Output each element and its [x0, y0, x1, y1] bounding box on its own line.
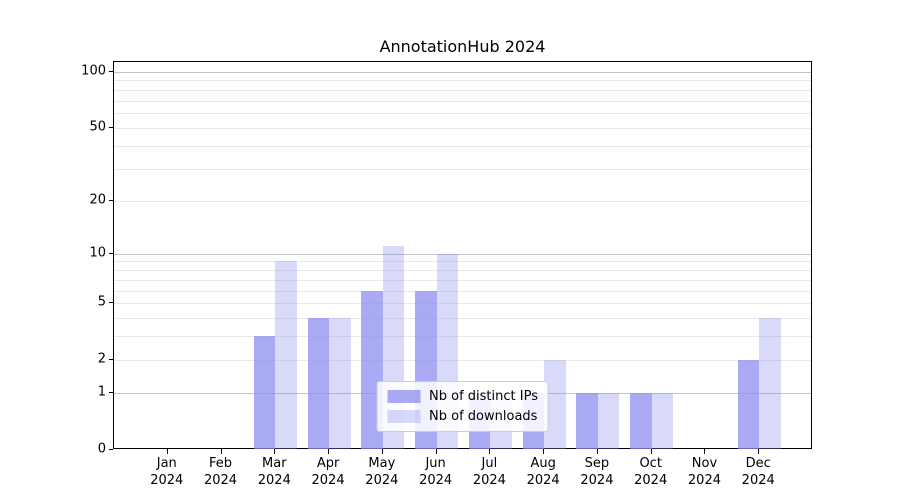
x-tick-mark	[596, 449, 598, 454]
minor-gridline	[114, 318, 811, 320]
x-tick-label: Jun 2024	[419, 456, 453, 488]
x-tick-mark	[328, 449, 330, 454]
x-tick-label: Jan 2024	[150, 456, 184, 488]
bar-sep-downloads	[597, 393, 620, 449]
y-tick-label: 100	[81, 63, 106, 79]
minor-gridline	[114, 303, 811, 305]
minor-gridline	[114, 261, 811, 263]
x-tick-mark	[220, 449, 222, 454]
minor-gridline	[114, 290, 811, 292]
legend-label-distinct-ips: Nb of distinct IPs	[429, 389, 538, 404]
minor-gridline	[114, 89, 811, 91]
x-tick-label: Aug 2024	[526, 456, 560, 488]
legend: Nb of distinct IPs Nb of downloads	[376, 381, 549, 432]
y-tick-mark	[109, 70, 113, 72]
bar-oct-downloads	[651, 393, 674, 449]
legend-swatch-downloads	[387, 410, 421, 423]
bar-oct-distinct-ips	[630, 393, 652, 449]
minor-gridline	[114, 200, 811, 202]
y-tick-label: 50	[89, 119, 106, 135]
bar-aug-downloads	[544, 359, 566, 449]
minor-gridline	[114, 100, 811, 102]
plot-area: Nb of distinct IPs Nb of downloads	[113, 61, 812, 449]
y-tick-label: 20	[89, 192, 106, 208]
x-tick-mark	[166, 449, 168, 454]
y-tick-label: 5	[97, 294, 106, 310]
chart-title: AnnotationHub 2024	[379, 37, 546, 56]
x-tick-label: Jul 2024	[472, 456, 506, 488]
bar-sep-distinct-ips	[576, 393, 598, 449]
bar-apr-distinct-ips	[307, 318, 330, 449]
y-tick-label: 0	[97, 441, 106, 457]
y-tick-label: 2	[97, 351, 106, 367]
x-tick-label: Nov 2024	[687, 456, 721, 488]
minor-gridline	[114, 145, 811, 147]
y-tick-mark	[109, 252, 113, 254]
y-tick-mark	[109, 126, 113, 128]
legend-swatch-distinct-ips	[387, 390, 421, 403]
x-tick-mark	[381, 449, 383, 454]
bar-dec-distinct-ips	[737, 359, 760, 449]
x-tick-label: Sep 2024	[580, 456, 614, 488]
x-tick-label: Oct 2024	[634, 456, 668, 488]
major-gridline	[114, 253, 811, 255]
x-tick-mark	[489, 449, 491, 454]
x-tick-mark	[274, 449, 276, 454]
y-tick-label: 1	[97, 384, 106, 400]
minor-gridline	[114, 269, 811, 271]
minor-gridline	[114, 359, 811, 361]
x-tick-mark	[435, 449, 437, 454]
bar-apr-downloads	[329, 318, 351, 449]
y-tick-label: 10	[89, 245, 106, 261]
y-tick-mark	[109, 449, 113, 450]
x-tick-mark	[543, 449, 545, 454]
bar-mar-distinct-ips	[253, 336, 276, 449]
major-gridline	[114, 71, 811, 73]
y-tick-mark	[109, 392, 113, 394]
minor-gridline	[114, 279, 811, 281]
y-tick-mark	[109, 358, 113, 360]
y-tick-mark	[109, 302, 113, 304]
minor-gridline	[114, 80, 811, 82]
legend-item-downloads: Nb of downloads	[387, 409, 538, 424]
x-tick-mark	[650, 449, 652, 454]
x-tick-label: Feb 2024	[203, 456, 238, 488]
x-tick-label: May 2024	[365, 456, 399, 488]
x-tick-mark	[704, 449, 706, 454]
legend-item-distinct-ips: Nb of distinct IPs	[387, 389, 538, 404]
minor-gridline	[114, 113, 811, 115]
minor-gridline	[114, 336, 811, 338]
bar-dec-downloads	[759, 318, 781, 449]
x-tick-mark	[758, 449, 760, 454]
legend-label-downloads: Nb of downloads	[429, 409, 538, 424]
minor-gridline	[114, 168, 811, 170]
minor-gridline	[114, 127, 811, 129]
x-tick-label: Mar 2024	[257, 456, 291, 488]
x-tick-label: Dec 2024	[741, 456, 775, 488]
bar-mar-downloads	[275, 261, 297, 449]
y-tick-mark	[109, 199, 113, 201]
x-tick-label: Apr 2024	[311, 456, 345, 488]
